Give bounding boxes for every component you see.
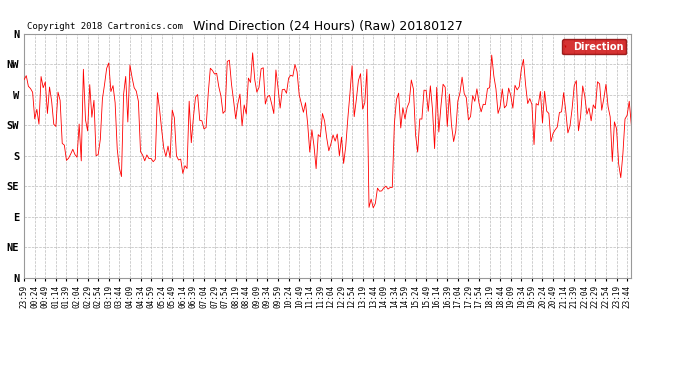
Legend: Direction: Direction [562,39,627,54]
Title: Wind Direction (24 Hours) (Raw) 20180127: Wind Direction (24 Hours) (Raw) 20180127 [193,20,463,33]
Text: Copyright 2018 Cartronics.com: Copyright 2018 Cartronics.com [27,22,183,32]
